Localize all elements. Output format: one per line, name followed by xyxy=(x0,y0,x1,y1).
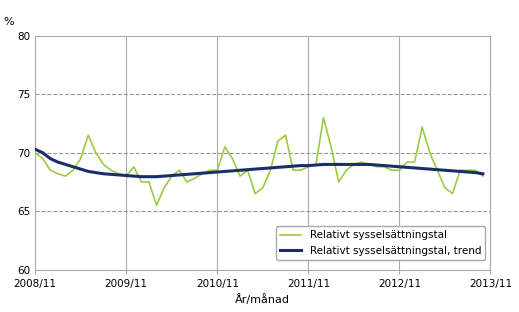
Relativt sysselsättningstal, trend xyxy=(32,147,38,151)
Relativt sysselsättningstal, trend xyxy=(192,172,198,176)
Relativt sysselsättningstal, trend xyxy=(138,175,144,178)
Relativt sysselsättningstal xyxy=(146,180,152,184)
Relativt sysselsättningstal xyxy=(108,168,114,172)
Relativt sysselsättningstal xyxy=(480,174,486,178)
X-axis label: År/månad: År/månad xyxy=(235,294,290,305)
Legend: Relativt sysselsättningstal, Relativt sysselsättningstal, trend: Relativt sysselsättningstal, Relativt sy… xyxy=(276,226,485,260)
Relativt sysselsättningstal xyxy=(184,180,190,184)
Line: Relativt sysselsättningstal, trend: Relativt sysselsättningstal, trend xyxy=(35,149,483,177)
Relativt sysselsättningstal xyxy=(328,145,334,149)
Relativt sysselsättningstal, trend xyxy=(154,175,160,178)
Relativt sysselsättningstal xyxy=(154,203,160,207)
Relativt sysselsättningstal xyxy=(32,151,38,155)
Relativt sysselsättningstal, trend xyxy=(184,173,190,176)
Relativt sysselsättningstal, trend xyxy=(480,172,486,176)
Text: %: % xyxy=(3,17,14,27)
Relativt sysselsättningstal, trend xyxy=(320,163,326,166)
Relativt sysselsättningstal xyxy=(169,174,175,178)
Relativt sysselsättningstal, trend xyxy=(169,174,175,178)
Line: Relativt sysselsättningstal: Relativt sysselsättningstal xyxy=(35,118,483,205)
Relativt sysselsättningstal, trend xyxy=(108,173,114,176)
Relativt sysselsättningstal xyxy=(320,116,326,119)
Relativt sysselsättningstal xyxy=(192,177,198,180)
